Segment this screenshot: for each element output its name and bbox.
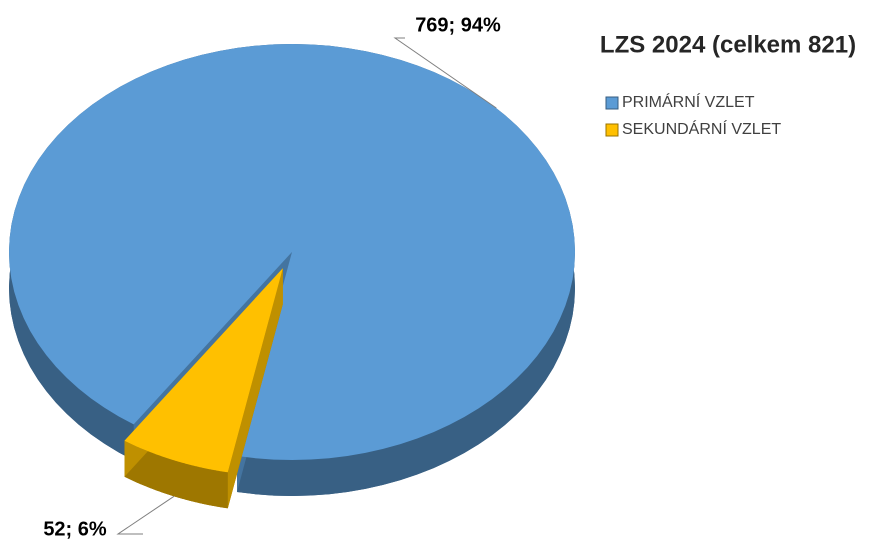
leader-line: [116, 495, 175, 535]
data-label: 52; 6%: [43, 518, 107, 540]
pie-slice: [9, 44, 575, 460]
chart-title: LZS 2024 (celkem 821): [600, 31, 856, 58]
slice-wall: [124, 440, 228, 509]
pie-slice: [124, 268, 283, 473]
legend-swatch: [605, 123, 619, 137]
data-label: 769; 94%: [415, 14, 501, 36]
legend-label: PRIMÁRNÍ VZLET: [622, 92, 755, 111]
legend-label: SEKUNDÁRNÍ VZLET: [622, 119, 781, 138]
legend-swatch: [605, 96, 619, 110]
leader-line: [393, 37, 497, 109]
slice-edge: [227, 268, 283, 509]
